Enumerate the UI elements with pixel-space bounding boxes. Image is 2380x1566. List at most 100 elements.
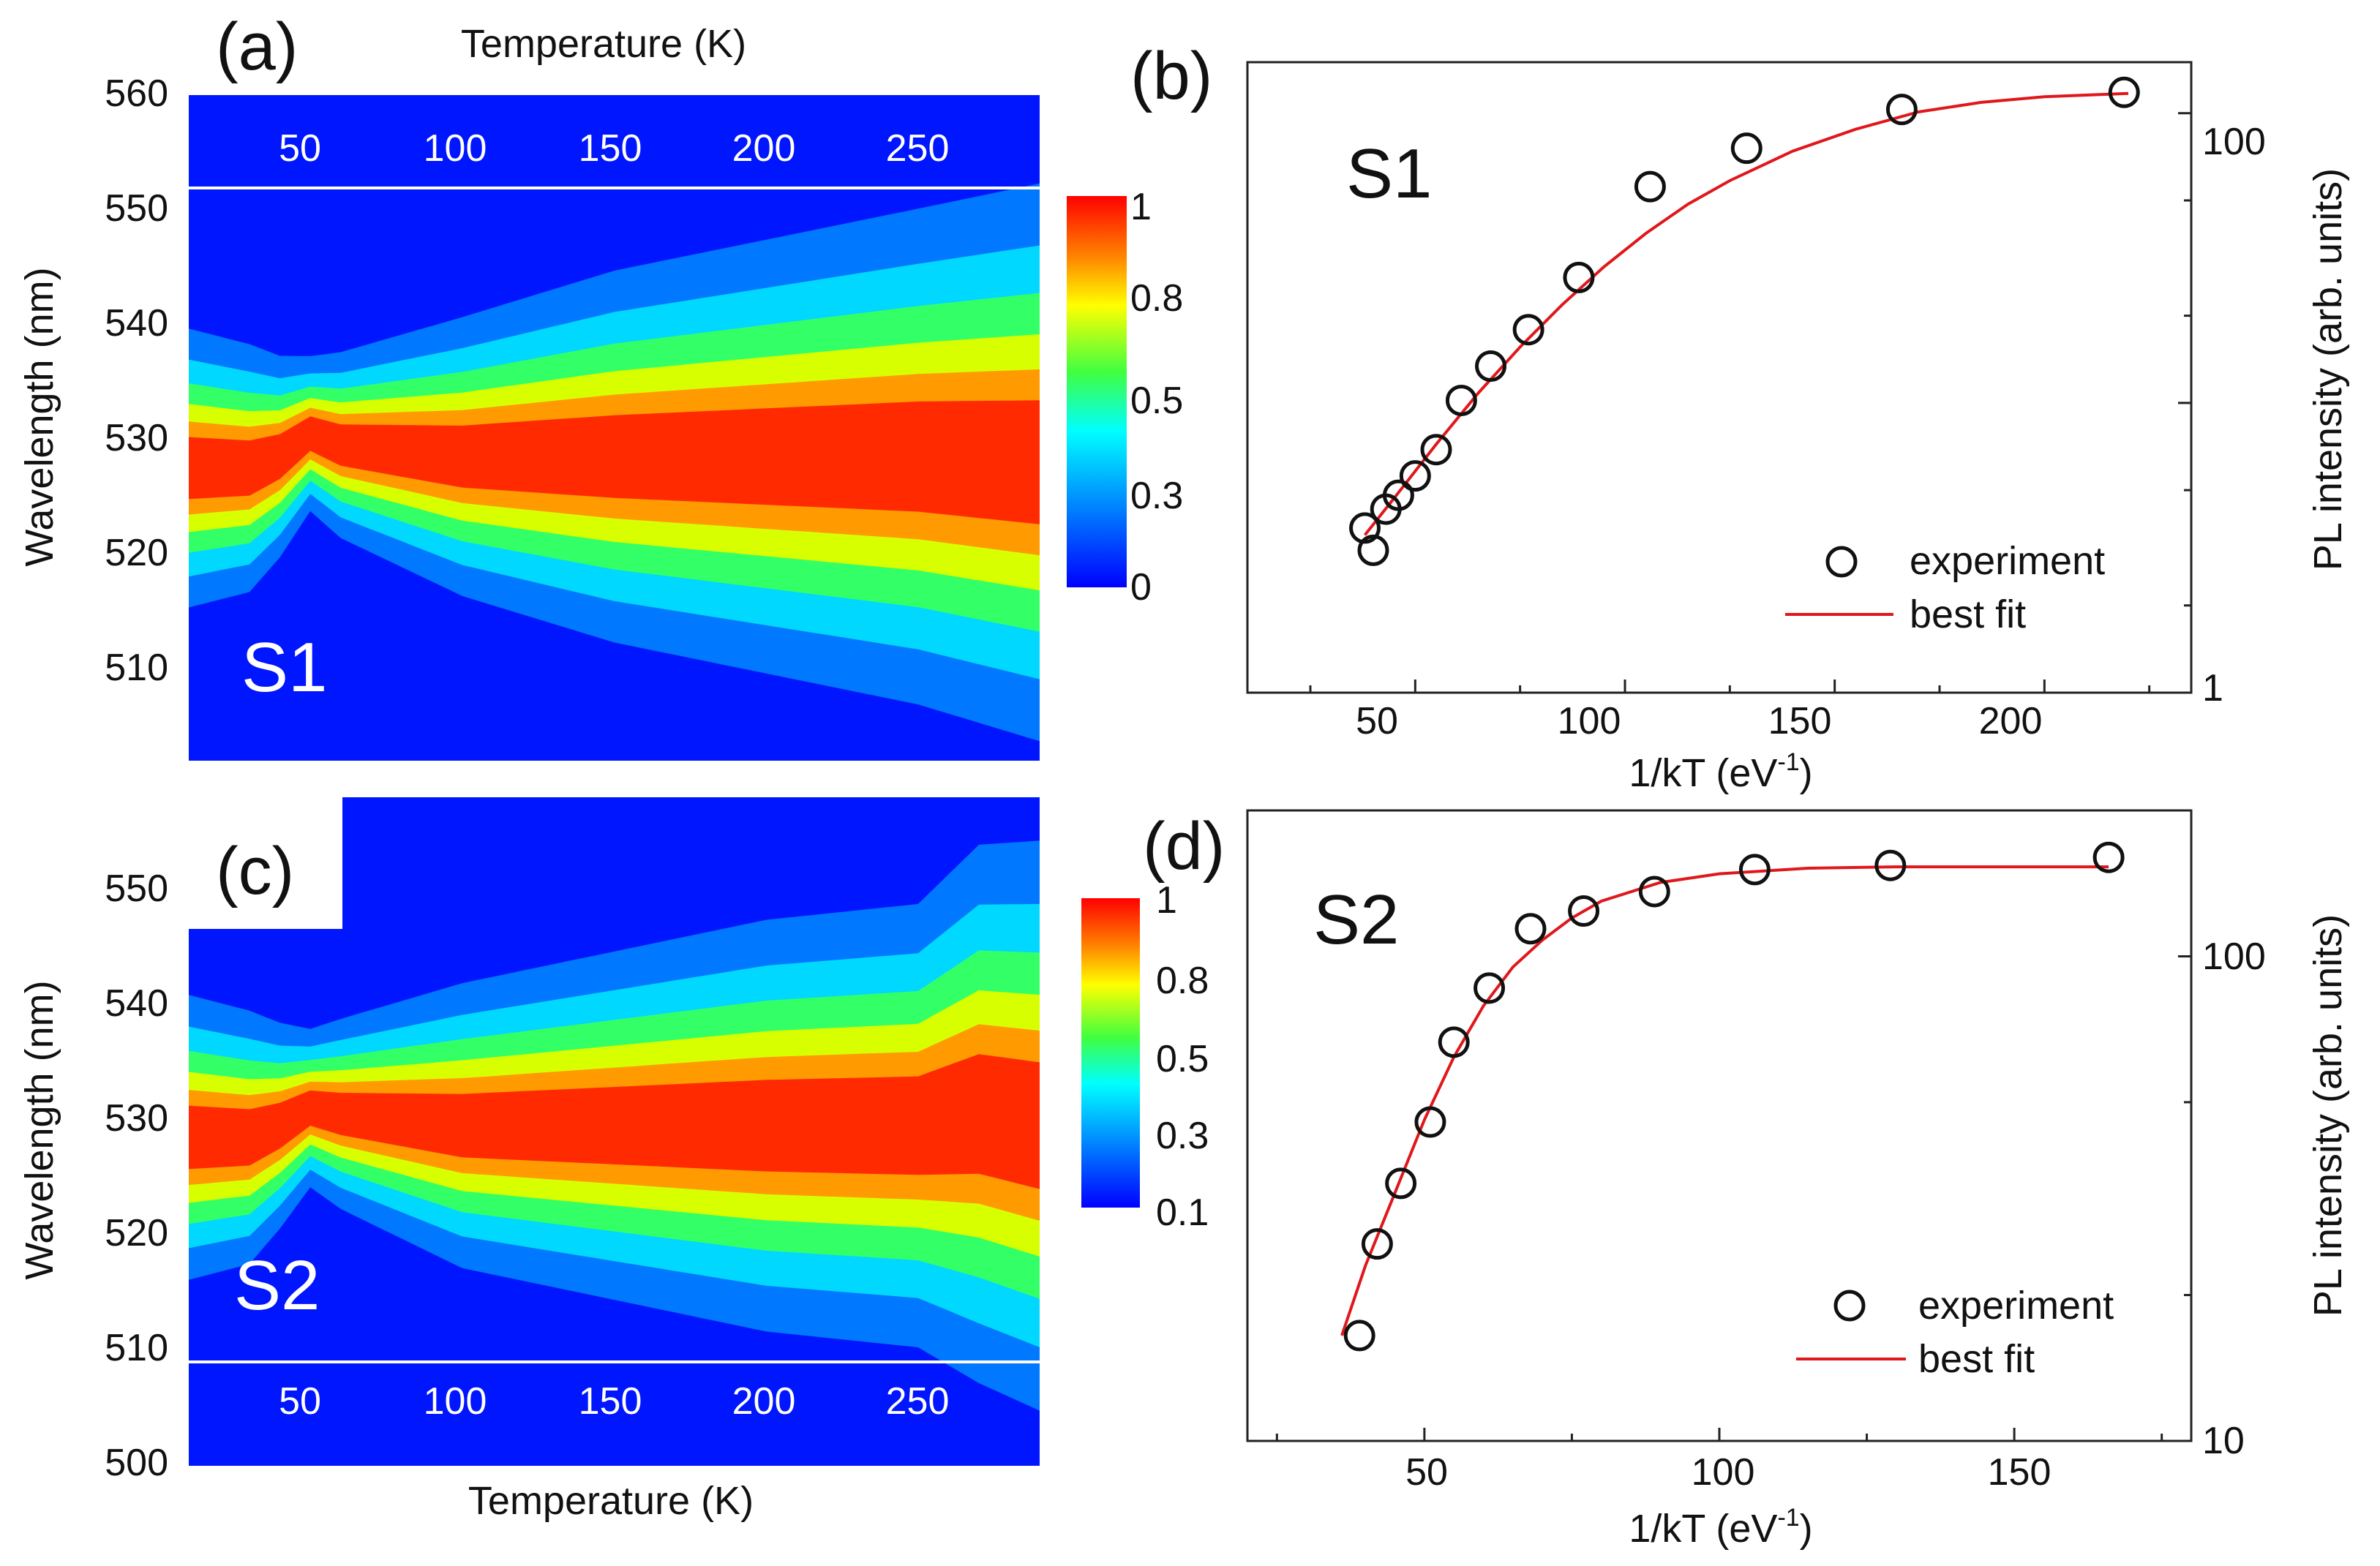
data-point xyxy=(1563,261,1595,293)
heatmap-c-x-tick: 50 xyxy=(279,1380,321,1423)
colorbar-a-tick: 0.5 xyxy=(1130,380,1183,422)
heatmap-band xyxy=(189,1054,1040,1189)
heatmap-c-ylabel: Wavelength (nm) xyxy=(18,980,61,1279)
colorbar-c-tick: 0.5 xyxy=(1156,1038,1209,1080)
data-point xyxy=(2092,841,2125,873)
plot-b-x-tick: 200 xyxy=(1979,700,2043,742)
plot-d-x-tick: 100 xyxy=(1692,1451,1755,1494)
heatmap-c-y-tick: 500 xyxy=(105,1442,168,1484)
legend-b-experiment: experiment xyxy=(1910,539,2105,583)
heatmap-a-y-ticks: 510 520 530 540 550 560 xyxy=(105,72,168,689)
heatmap-a: S1 xyxy=(189,95,1040,761)
data-point xyxy=(1638,876,1670,908)
heatmap-c-x-tick: 100 xyxy=(424,1380,487,1423)
heatmap-c-x-tick: 250 xyxy=(886,1380,950,1423)
heatmap-c-y-tick: 520 xyxy=(105,1212,168,1254)
data-point xyxy=(1361,1228,1393,1260)
heatmap-a-x-tick: 50 xyxy=(279,127,321,170)
data-point xyxy=(1414,1106,1446,1138)
data-point xyxy=(2108,76,2140,108)
plot-b-x-tick: 100 xyxy=(1558,700,1621,742)
plot-d-x-tick: 150 xyxy=(1988,1451,2051,1494)
heatmap-c-y-tick: 550 xyxy=(105,867,168,910)
plot-b-xlabel-end: ) xyxy=(1800,751,1813,795)
heatmap-a-x-tick: 250 xyxy=(886,127,950,170)
plot-d-x-tick: 50 xyxy=(1405,1451,1448,1494)
panel-c: S2 (c) 50 100 150 200 250 500 510 520 53… xyxy=(18,797,1209,1523)
panel-label-d: (d) xyxy=(1143,809,1225,884)
heatmap-c-x-ticks: 50 100 150 200 250 xyxy=(279,1380,949,1423)
heatmap-a-sample-label: S1 xyxy=(241,628,327,707)
panel-label-c: (c) xyxy=(216,834,294,908)
data-point xyxy=(1514,913,1547,945)
colorbar-c-tick: 0.8 xyxy=(1156,960,1209,1002)
heatmap-a-y-tick: 560 xyxy=(105,72,168,115)
panel-a: (a) Temperature (K) S1 50 100 150 200 25… xyxy=(18,10,1183,761)
plot-b-xlabel-main: 1/kT (eV xyxy=(1629,751,1777,795)
heatmap-a-y-tick: 520 xyxy=(105,532,168,574)
colorbar-a: 0 0.3 0.5 0.8 1 xyxy=(1067,186,1183,609)
heatmap-a-ylabel: Wavelength (nm) xyxy=(18,267,61,566)
plot-d-x-ticklabels: 50 100 150 xyxy=(1405,1451,2051,1494)
plot-b-legend: experiment best fit xyxy=(1785,539,2105,636)
panel-label-a: (a) xyxy=(216,10,298,84)
plot-b-xlabel: 1/kT (eV-1) xyxy=(1629,748,1812,795)
data-point xyxy=(1512,314,1544,346)
plot-b-x-tick: 150 xyxy=(1768,700,1832,742)
data-point xyxy=(1738,854,1771,886)
colorbar-c: 0.1 0.3 0.5 0.8 1 xyxy=(1081,879,1209,1234)
plot-d-xlabel-end: ) xyxy=(1800,1507,1813,1551)
heatmap-c-x-tick: 200 xyxy=(732,1380,796,1423)
data-point xyxy=(1343,1320,1375,1352)
legend-d-marker xyxy=(1833,1290,1866,1322)
data-point xyxy=(1445,384,1477,416)
heatmap-c-y-ticks: 500 510 520 530 540 550 xyxy=(105,867,168,1484)
data-point xyxy=(1382,479,1414,511)
plot-d-y-tick: 100 xyxy=(2202,936,2266,978)
plot-b-xlabel-sup: -1 xyxy=(1777,748,1799,776)
data-point xyxy=(1399,460,1431,492)
heatmap-c-xlabel: Temperature (K) xyxy=(468,1479,754,1523)
legend-d-experiment: experiment xyxy=(1918,1284,2114,1328)
plot-b-fit-line xyxy=(1363,91,2129,536)
colorbar-c-gradient xyxy=(1081,898,1140,1208)
data-point xyxy=(1568,895,1600,927)
plot-d-ylabel: PL intensity (arb. units) xyxy=(2306,914,2350,1317)
colorbar-a-gradient xyxy=(1067,196,1127,587)
legend-b-fit: best fit xyxy=(1910,592,2026,636)
plot-b-sample-label: S1 xyxy=(1346,135,1432,213)
heatmap-a-y-tick: 550 xyxy=(105,187,168,230)
panel-d: (d) S2 50 100 150 10 100 1/kT (eV-1) PL … xyxy=(1143,809,2350,1551)
plot-d-sample-label: S2 xyxy=(1313,881,1399,959)
data-point xyxy=(1874,849,1907,881)
plot-d-legend: experiment best fit xyxy=(1796,1284,2114,1381)
heatmap-a-x-tick: 150 xyxy=(579,127,642,170)
heatmap-band xyxy=(189,400,1040,524)
data-point xyxy=(1475,350,1507,383)
heatmap-a-x-ticks: 50 100 150 200 250 xyxy=(279,127,949,170)
heatmap-c-y-tick: 540 xyxy=(105,982,168,1025)
heatmap-c: S2 xyxy=(189,797,1040,1466)
plot-d-points xyxy=(1343,841,2125,1352)
plot-b-frame xyxy=(1246,61,2193,694)
heatmap-a-bands xyxy=(189,183,1040,742)
plot-b-y-tick: 1 xyxy=(2202,667,2223,709)
plot-b-y-tick: 100 xyxy=(2202,121,2266,163)
plot-d-y-ticklabels: 10 100 xyxy=(2202,936,2266,1462)
legend-d-fit: best fit xyxy=(1918,1337,2035,1381)
data-point xyxy=(1357,534,1389,566)
plot-b-x-ticklabels: 50 100 150 200 xyxy=(1356,700,2042,742)
heatmap-a-y-tick: 510 xyxy=(105,647,168,689)
panel-a-top-xlabel: Temperature (K) xyxy=(461,22,746,66)
colorbar-a-tick: 0 xyxy=(1130,566,1152,609)
data-point xyxy=(1634,170,1666,203)
plot-d-ticks xyxy=(1275,955,2191,1442)
heatmap-a-x-tick: 100 xyxy=(424,127,487,170)
heatmap-c-bands xyxy=(189,840,1040,1411)
colorbar-c-tick: 0.1 xyxy=(1156,1192,1209,1234)
plot-d-xlabel: 1/kT (eV-1) xyxy=(1629,1504,1812,1551)
data-point xyxy=(1474,972,1506,1004)
panel-label-b: (b) xyxy=(1130,39,1212,113)
data-point xyxy=(1885,94,1918,126)
colorbar-a-tick: 0.3 xyxy=(1130,475,1183,517)
